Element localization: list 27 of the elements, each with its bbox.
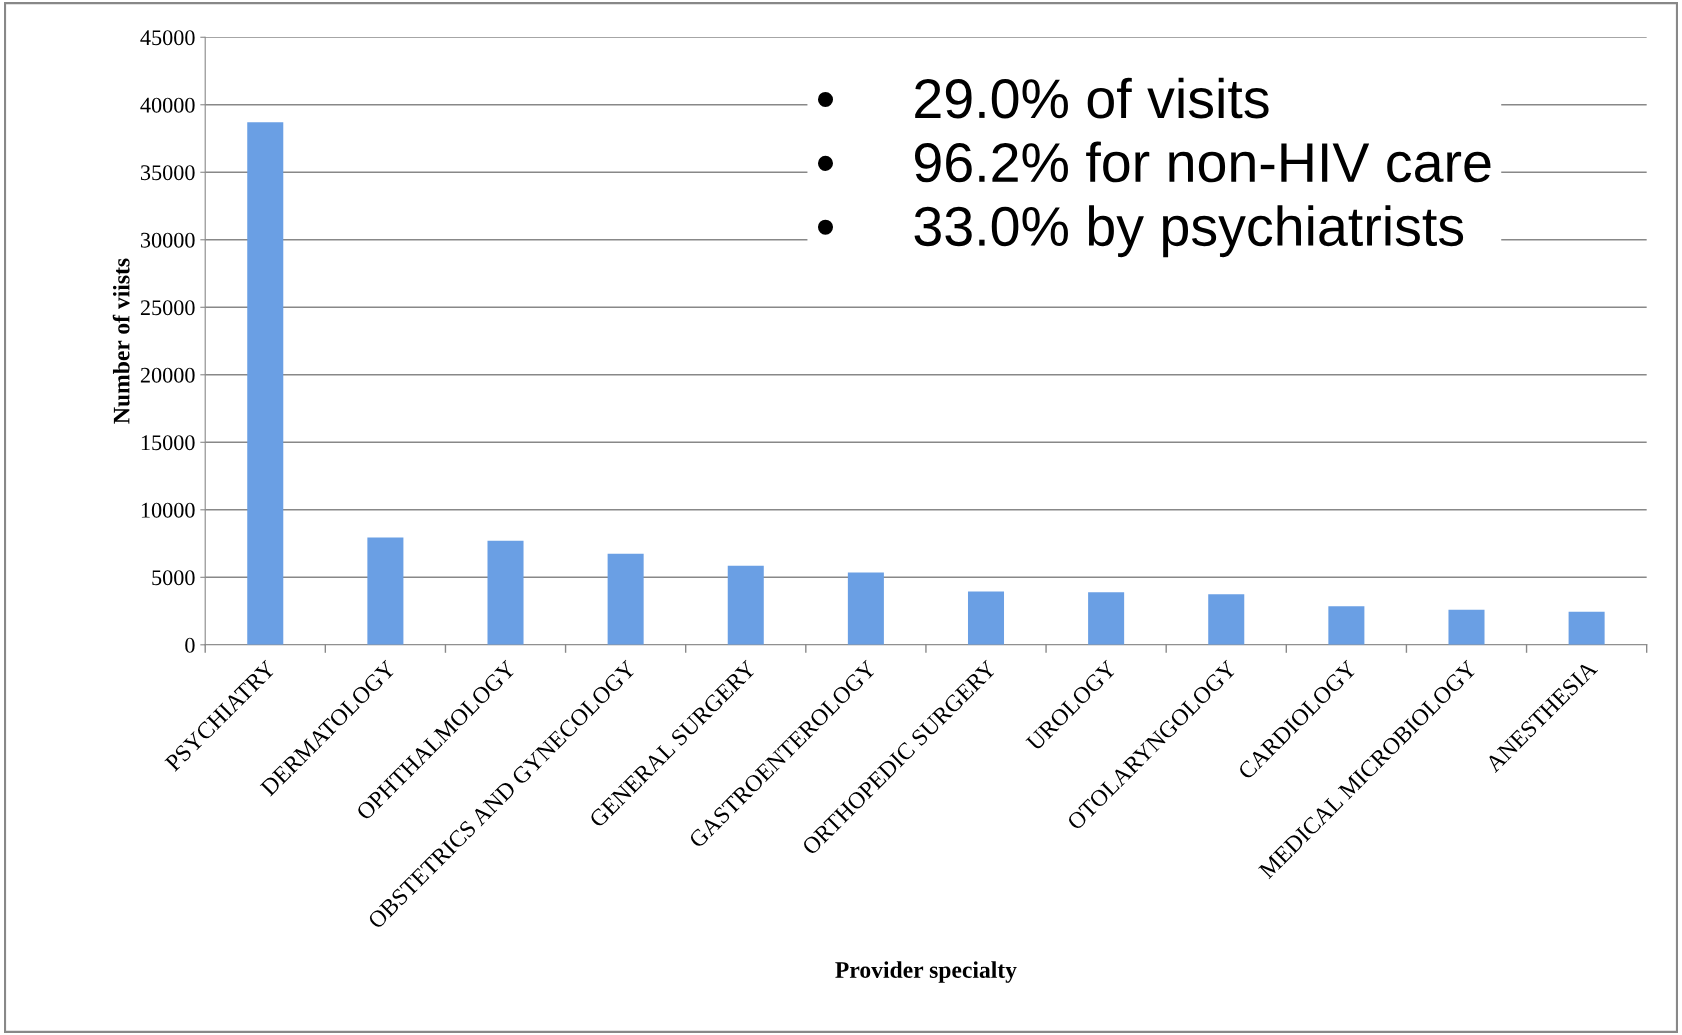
y-axis-title: Number of viists (112, 258, 130, 424)
bar (487, 540, 524, 645)
annotation: • 96.2% for non-HIV care (817, 141, 1491, 183)
y-tick-label: 35000 (140, 165, 195, 181)
bar (727, 565, 764, 645)
y-tick-label: 0 (185, 637, 195, 653)
y-tick-label: 20000 (140, 367, 195, 383)
y-tick-label: 30000 (140, 232, 195, 248)
bar (1448, 609, 1485, 645)
bar (1208, 594, 1245, 645)
annotation: • 29.0% of visits (817, 77, 1269, 119)
bar (1088, 592, 1125, 645)
annotation: • 33.0% by psychiatrists (817, 205, 1464, 258)
bar (847, 572, 884, 645)
bar (1568, 611, 1605, 645)
bar (367, 537, 404, 645)
y-tick-label: 5000 (152, 570, 195, 586)
bar (967, 591, 1005, 645)
y-tick-label: 10000 (141, 502, 195, 518)
bar (607, 553, 644, 645)
y-tick-label: 45000 (140, 30, 195, 46)
x-axis-title: Provider specialty (835, 961, 1017, 983)
y-tick-label: 25000 (140, 300, 195, 316)
bar (247, 122, 284, 645)
bar (1328, 606, 1365, 645)
y-tick-label: 40000 (140, 97, 195, 113)
y-tick-label: 15000 (141, 435, 195, 451)
